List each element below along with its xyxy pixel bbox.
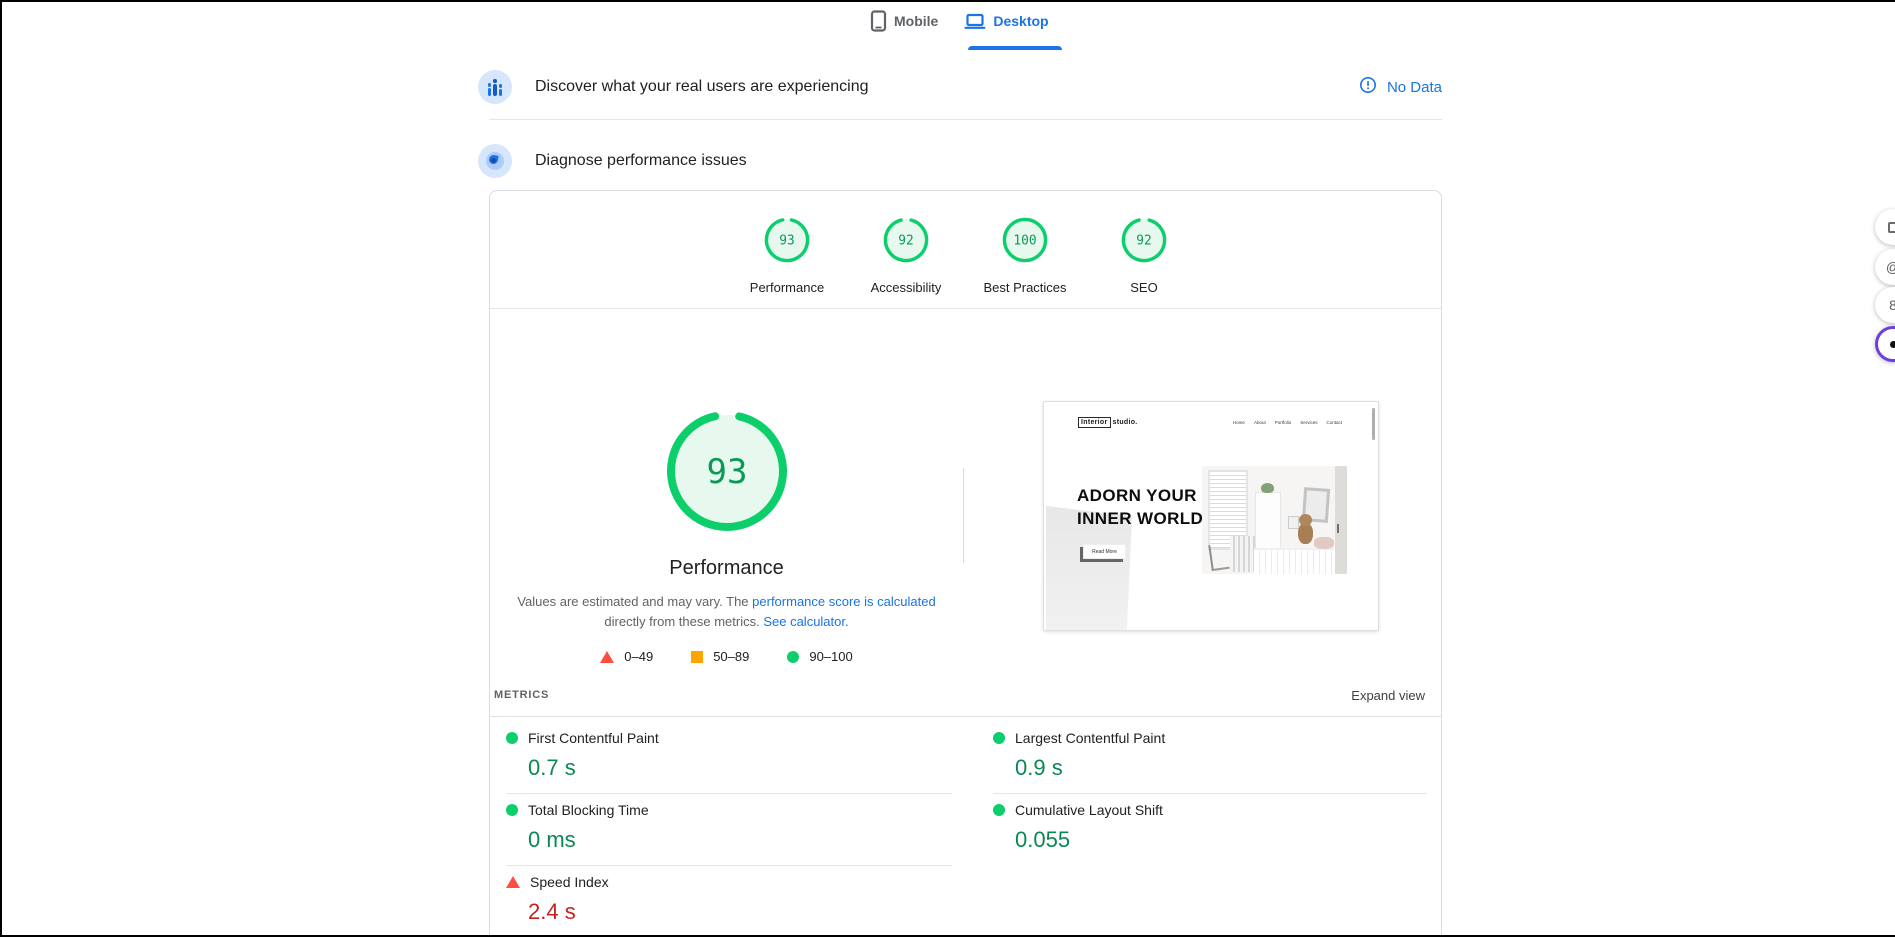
legend-pass: 90–100 xyxy=(787,649,852,664)
legend-average: 50–89 xyxy=(691,649,749,664)
preview-scrollbar xyxy=(1372,408,1375,440)
average-square-icon xyxy=(691,651,703,663)
no-data-label: No Data xyxy=(1387,79,1442,96)
lighthouse-report-card: 93 Performance 92 Accessibility 100 Bes xyxy=(489,190,1442,937)
see-calculator-link[interactable]: See calculator. xyxy=(763,614,848,629)
metric-speed-index: Speed Index 2.4 s xyxy=(506,866,952,937)
preview-site-logo: Interior studio. xyxy=(1078,417,1138,428)
floating-recorder-button[interactable] xyxy=(1875,326,1895,362)
final-screenshot-thumbnail[interactable]: Interior studio. Home About Portfolio Se… xyxy=(1043,401,1379,631)
score-seo[interactable]: 92 SEO xyxy=(1094,216,1194,295)
performance-gauge-label: Performance xyxy=(490,557,963,580)
preview-hero-photo xyxy=(1202,466,1347,574)
svg-text:93: 93 xyxy=(706,452,747,492)
diagnose-icon xyxy=(478,144,512,178)
svg-text:92: 92 xyxy=(1136,233,1151,248)
svg-text:100: 100 xyxy=(1013,233,1036,248)
info-icon xyxy=(1359,76,1377,98)
metrics-heading: METRICS xyxy=(494,689,549,701)
device-tabs: Mobile Desktop xyxy=(870,10,1049,32)
score-label: Best Practices xyxy=(983,280,1066,295)
metric-value: 0.7 s xyxy=(528,755,952,781)
expand-view-button[interactable]: Expand view xyxy=(1351,688,1425,703)
pagespeed-report: Mobile Desktop Discover what your real u… xyxy=(0,0,1895,937)
pass-circle-icon xyxy=(506,732,518,744)
category-scores: 93 Performance 92 Accessibility 100 Bes xyxy=(490,216,1441,295)
divider xyxy=(490,716,1441,717)
fail-triangle-icon xyxy=(600,651,614,663)
calc-explainer-link[interactable]: performance score is calculated xyxy=(752,594,936,609)
teddy-bear xyxy=(1298,523,1313,544)
metric-value: 0.9 s xyxy=(1015,755,1427,781)
metric-largest-contentful-paint: Largest Contentful Paint 0.9 s xyxy=(993,722,1427,794)
pass-circle-icon xyxy=(993,804,1005,816)
tab-mobile-label: Mobile xyxy=(894,13,938,29)
score-disclaimer: Values are estimated and may vary. The p… xyxy=(507,592,947,632)
active-tab-indicator xyxy=(968,46,1062,50)
record-dot-icon xyxy=(1890,341,1895,348)
score-gauge: 100 xyxy=(1001,216,1049,264)
score-gauge: 93 xyxy=(763,216,811,264)
smartphone-icon xyxy=(870,10,887,32)
no-data-chip[interactable]: No Data xyxy=(1359,76,1442,98)
lab-data-section: Diagnose performance issues xyxy=(489,138,1442,184)
field-section-title: Discover what your real users are experi… xyxy=(535,78,868,96)
pass-circle-icon xyxy=(993,732,1005,744)
at-icon: @ xyxy=(1886,259,1895,275)
score-label: Accessibility xyxy=(871,280,942,295)
score-label: Performance xyxy=(750,280,824,295)
metric-value: 2.4 s xyxy=(528,899,952,925)
pass-circle-icon xyxy=(787,651,799,663)
performance-summary: 93 Performance Values are estimated and … xyxy=(490,308,963,664)
score-gauge: 92 xyxy=(1120,216,1168,264)
real-users-icon xyxy=(478,70,512,104)
metric-cumulative-layout-shift: Cumulative Layout Shift 0.055 xyxy=(993,794,1427,865)
svg-text:92: 92 xyxy=(898,233,913,248)
score-performance[interactable]: 93 Performance xyxy=(737,216,837,295)
performance-gauge: 93 xyxy=(663,407,791,535)
preview-read-more-button: Read More xyxy=(1083,544,1126,559)
metric-first-contentful-paint: First Contentful Paint 0.7 s xyxy=(506,722,952,794)
svg-text:93: 93 xyxy=(779,233,794,248)
metrics-column-left: First Contentful Paint 0.7 s Total Block… xyxy=(506,722,952,937)
score-best-practices[interactable]: 100 Best Practices xyxy=(975,216,1075,295)
pass-circle-icon xyxy=(506,804,518,816)
floating-profile-button[interactable]: 8 xyxy=(1875,287,1895,323)
legend-fail: 0–49 xyxy=(600,649,653,664)
column-divider xyxy=(963,468,964,563)
score-label: SEO xyxy=(1130,280,1157,295)
floating-mention-button[interactable]: @ xyxy=(1875,249,1895,285)
floating-capture-button[interactable] xyxy=(1875,209,1895,245)
metrics-column-right: Largest Contentful Paint 0.9 s Cumulativ… xyxy=(993,722,1427,865)
preview-site-nav: Home About Portfolio Services Contact xyxy=(1233,420,1342,425)
score-accessibility[interactable]: 92 Accessibility xyxy=(856,216,956,295)
laptop-icon xyxy=(964,12,986,31)
field-data-section: Discover what your real users are experi… xyxy=(489,64,1442,110)
section-divider xyxy=(489,119,1442,120)
tab-mobile[interactable]: Mobile xyxy=(870,10,938,32)
metric-value: 0.055 xyxy=(1015,827,1427,853)
metric-total-blocking-time: Total Blocking Time 0 ms xyxy=(506,794,952,866)
screen-icon xyxy=(1888,222,1895,233)
tab-desktop-label: Desktop xyxy=(993,13,1048,29)
fail-triangle-icon xyxy=(506,876,520,888)
tab-desktop[interactable]: Desktop xyxy=(964,12,1048,31)
lab-section-title: Diagnose performance issues xyxy=(535,152,747,170)
score-gauge: 92 xyxy=(882,216,930,264)
figure-eight-icon: 8 xyxy=(1889,297,1895,313)
preview-hero-heading: ADORN YOUR INNER WORLD xyxy=(1077,484,1203,530)
metric-value: 0 ms xyxy=(528,827,952,853)
score-legend: 0–49 50–89 90–100 xyxy=(490,649,963,664)
